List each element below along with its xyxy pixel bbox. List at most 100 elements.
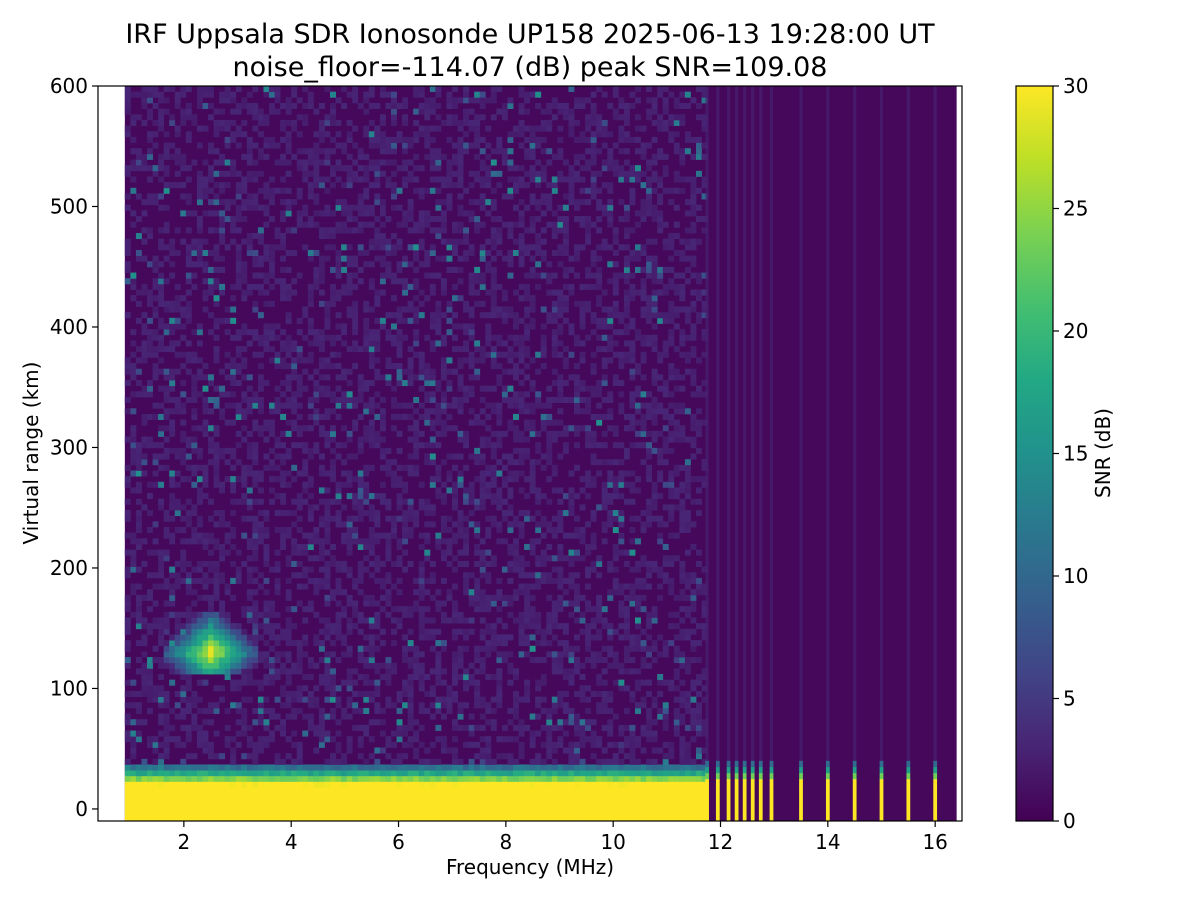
heatmap-cell	[518, 809, 525, 816]
heatmap-cell	[180, 538, 187, 545]
heatmap-cell	[291, 572, 298, 579]
heatmap-cell	[662, 781, 669, 788]
heatmap-cell	[413, 804, 420, 811]
heatmap-cell	[635, 798, 641, 805]
heatmap-cell	[307, 770, 314, 777]
heatmap-cell	[452, 719, 458, 726]
heatmap-cell	[241, 498, 248, 505]
heatmap-cell	[513, 713, 519, 720]
heatmap-cell	[429, 690, 436, 698]
heatmap-cell	[269, 419, 275, 426]
heatmap-cell	[612, 380, 619, 387]
heatmap-cell	[646, 707, 653, 714]
heatmap-cell	[623, 651, 630, 658]
heatmap-cell	[413, 753, 420, 760]
heatmap-cell	[147, 385, 153, 392]
heatmap-cell	[640, 702, 647, 709]
heatmap-cell	[662, 815, 669, 821]
heatmap-cell	[651, 606, 658, 613]
heatmap-cell	[324, 662, 331, 669]
heatmap-cell	[374, 442, 381, 449]
heatmap-cell	[485, 481, 492, 488]
heatmap-cell	[535, 555, 542, 562]
heatmap-cell	[219, 623, 226, 630]
heatmap-cell	[402, 515, 409, 522]
heatmap-cell	[307, 510, 314, 517]
heatmap-cell	[335, 696, 342, 703]
heatmap-cell	[452, 815, 458, 821]
heatmap-cell	[202, 611, 209, 618]
heatmap-cell	[413, 408, 420, 415]
heatmap-cell	[402, 566, 409, 573]
heatmap-cell	[463, 781, 470, 788]
heatmap-cell	[252, 447, 259, 454]
heatmap-cell	[379, 317, 386, 324]
heatmap-cell	[224, 317, 231, 324]
heatmap-cell	[124, 566, 131, 573]
heatmap-cell	[368, 527, 375, 534]
heatmap-cell	[191, 391, 198, 398]
heatmap-cell	[662, 521, 669, 528]
heatmap-cell	[690, 413, 697, 420]
heatmap-cell	[263, 657, 270, 664]
heatmap-cell	[241, 391, 248, 398]
heatmap-cell	[141, 804, 148, 811]
heatmap-cell	[202, 815, 209, 821]
heatmap-cell	[318, 583, 325, 590]
heatmap-cell	[518, 651, 525, 658]
heatmap-cell	[623, 804, 630, 811]
heatmap-cell	[224, 634, 231, 641]
heatmap-cell	[180, 792, 187, 799]
heatmap-cell	[257, 396, 264, 404]
heatmap-cell	[341, 606, 348, 613]
heatmap-cell	[568, 572, 575, 579]
heatmap-cell	[540, 493, 547, 500]
heatmap-cell	[557, 809, 564, 816]
heatmap-cell	[490, 408, 497, 415]
chart-title: IRF Uppsala SDR Ionosonde UP158 2025-06-…	[125, 19, 935, 50]
heatmap-cell	[673, 487, 680, 494]
heatmap-cell	[374, 368, 381, 375]
heatmap-cell	[352, 476, 359, 483]
heatmap-cell	[446, 804, 453, 811]
heatmap-cell	[568, 747, 575, 754]
heatmap-cell	[673, 436, 680, 443]
heatmap-cell	[452, 425, 458, 432]
heatmap-cell	[618, 758, 625, 765]
heatmap-cell	[219, 600, 226, 607]
heatmap-cell	[324, 792, 331, 799]
heatmap-cell	[196, 623, 203, 630]
heatmap-cell	[601, 815, 608, 821]
heatmap-cell	[618, 549, 625, 556]
heatmap-cell	[690, 764, 697, 771]
heatmap-cell	[579, 594, 586, 601]
heatmap-cell	[590, 391, 597, 398]
heatmap-cell	[696, 792, 702, 799]
heatmap-cell	[601, 770, 608, 777]
heatmap-cell	[230, 317, 237, 324]
heatmap-cell	[213, 464, 220, 471]
heatmap-cell	[701, 329, 708, 336]
heatmap-cell	[562, 532, 569, 539]
heatmap-cell	[196, 566, 203, 573]
heatmap-cell	[357, 442, 364, 449]
heatmap-cell	[679, 702, 686, 709]
heatmap-cell	[174, 792, 181, 799]
heatmap-cell	[457, 787, 464, 794]
heatmap-cell	[479, 560, 486, 567]
heatmap-cell	[219, 809, 226, 816]
heatmap-cell	[318, 555, 325, 562]
heatmap-cell	[585, 623, 592, 630]
heatmap-cell	[574, 549, 580, 556]
heatmap-cell	[529, 408, 536, 415]
heatmap-cell	[540, 804, 547, 811]
heatmap-cell	[163, 747, 170, 754]
heatmap-cell	[246, 645, 253, 652]
heatmap-cell	[196, 425, 203, 432]
heatmap-cell	[391, 402, 397, 409]
heatmap-cell	[579, 674, 586, 681]
heatmap-cell	[180, 804, 187, 811]
heatmap-cell	[601, 747, 608, 754]
heatmap-cell	[230, 476, 237, 483]
heatmap-cell	[474, 764, 481, 771]
